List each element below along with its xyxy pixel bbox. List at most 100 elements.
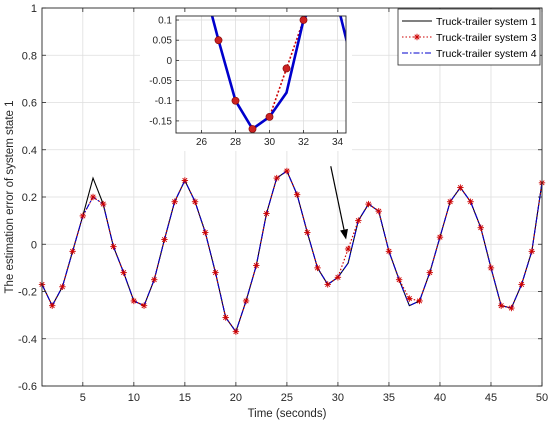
x-tick-label: 15: [179, 392, 191, 404]
series-3-marker: [344, 245, 352, 253]
series-3-marker: [253, 262, 260, 269]
inset-x-tick-label: 30: [264, 137, 276, 148]
inset-series: [210, 16, 346, 133]
inset-marker: [214, 36, 223, 45]
inset-marker: [299, 16, 308, 24]
y-tick-label: -0.6: [18, 381, 37, 393]
legend-box: [397, 8, 541, 66]
series-3-marker: [212, 269, 219, 276]
series-3-marker: [69, 248, 76, 255]
series-3-marker: [202, 229, 209, 236]
inset-x-tick-label: 34: [332, 137, 344, 148]
series-3-marker: [120, 269, 127, 276]
y-axis-label: The estimation error of system state 1: [4, 100, 16, 293]
y-tick-label: 1: [31, 3, 37, 15]
legend-asterisk: [414, 34, 420, 40]
series-3-marker: [416, 297, 423, 305]
inset-x-tick-label: 32: [298, 137, 310, 148]
annotation-arrow: [330, 166, 348, 240]
inset-marker: [265, 112, 274, 121]
inset-y-tick-label: 0.05: [153, 36, 173, 47]
inset-y-tick-label: -0.05: [149, 76, 172, 87]
series-3-marker: [487, 264, 495, 272]
series-3-marker: [467, 198, 474, 205]
x-tick-label: 35: [383, 392, 395, 404]
series-line-2: [41, 170, 543, 333]
series-3-marker: [446, 198, 454, 205]
x-tick-label: 40: [434, 392, 446, 404]
series-3-marker: [222, 314, 229, 321]
series-3-marker: [334, 274, 342, 281]
y-tick-label: 0.8: [22, 50, 37, 62]
inset-plot-area: [176, 16, 346, 133]
series-3-marker: [385, 248, 393, 255]
inset-y-tick-label: 0.1: [158, 16, 172, 27]
inset-frame: [175, 15, 347, 134]
series-3-marker: [457, 184, 464, 191]
series-3-marker: [181, 177, 189, 184]
series-3-marker: [140, 302, 148, 309]
inset-x-tick-label: 28: [230, 137, 242, 148]
inset-marker: [282, 64, 291, 73]
series-3-marker: [395, 276, 403, 283]
legend-label-3: Truck-trailer system 4: [436, 48, 537, 60]
series-3-marker: [89, 193, 97, 201]
x-axis-label: Time (seconds): [248, 408, 327, 420]
x-tick-label: 20: [230, 392, 242, 404]
main-series: [38, 167, 546, 335]
inset-marker: [231, 96, 240, 105]
series-3-marker: [314, 264, 321, 272]
x-tick-label: 45: [485, 392, 497, 404]
series-3-marker: [151, 276, 158, 283]
series-3-marker: [161, 236, 168, 243]
series-3-marker: [59, 283, 66, 290]
series-3-marker: [273, 174, 280, 182]
series-3-marker: [528, 248, 535, 255]
arrow-head: [340, 228, 348, 240]
legend-label-2: Truck-trailer system 3: [436, 32, 537, 44]
main-ticks: 5 10 15 20 25 30 35 40 45 50-0.6-0.4-0.200.20.40.…: [18, 3, 548, 404]
x-tick-label: 5: [80, 392, 86, 404]
series-3-marker: [477, 224, 484, 231]
series-3-marker: [324, 281, 331, 288]
series-3-marker: [110, 243, 117, 250]
series-3-marker: [263, 210, 270, 217]
series-3-marker: [130, 297, 138, 305]
y-tick-label: -0.4: [18, 334, 37, 346]
series-3-marker: [426, 269, 433, 276]
series-3-marker: [49, 302, 56, 309]
x-tick-label: 25: [281, 392, 293, 404]
legend-label-1: Truck-trailer system 1: [436, 16, 537, 28]
arrow-shaft: [330, 166, 345, 230]
series-3-marker: [497, 302, 505, 309]
y-tick-label: 0: [31, 239, 37, 251]
series-3-marker: [518, 281, 525, 288]
series-3-marker: [365, 200, 372, 208]
inset-y-tick-label: -0.1: [155, 96, 173, 107]
inset-zoom: 26 28 30 32 34 -0.15 -0.1 -0.05 0 0.05 0.1: [140, 12, 352, 151]
series-3-marker: [79, 212, 87, 220]
series-3-marker: [406, 295, 413, 302]
series-3-marker: [232, 328, 240, 335]
y-tick-label: 0.2: [22, 192, 37, 204]
inset-marker: [248, 125, 257, 133]
x-tick-label: 50: [536, 392, 548, 404]
y-tick-label: 0.4: [22, 145, 37, 157]
series-line-3: [41, 170, 543, 333]
inset-y-tick-label: -0.15: [149, 116, 172, 127]
series-3-marker: [191, 198, 199, 205]
series-3-marker: [283, 167, 291, 175]
x-tick-label: 30: [332, 392, 344, 404]
series-3-marker: [100, 200, 107, 208]
series-3-marker: [293, 191, 301, 198]
series-3-marker: [171, 198, 178, 205]
series-3-marker: [375, 207, 382, 215]
y-tick-label: 0.6: [22, 98, 37, 110]
legend: Truck-trailer system 1 Truck-trailer syst…: [397, 8, 541, 66]
x-tick-label: 10: [128, 392, 140, 404]
series-3-marker: [508, 304, 515, 312]
series-3-marker: [304, 229, 311, 236]
inset-y-tick-label: 0: [166, 56, 172, 67]
y-tick-label: -0.2: [18, 287, 37, 299]
